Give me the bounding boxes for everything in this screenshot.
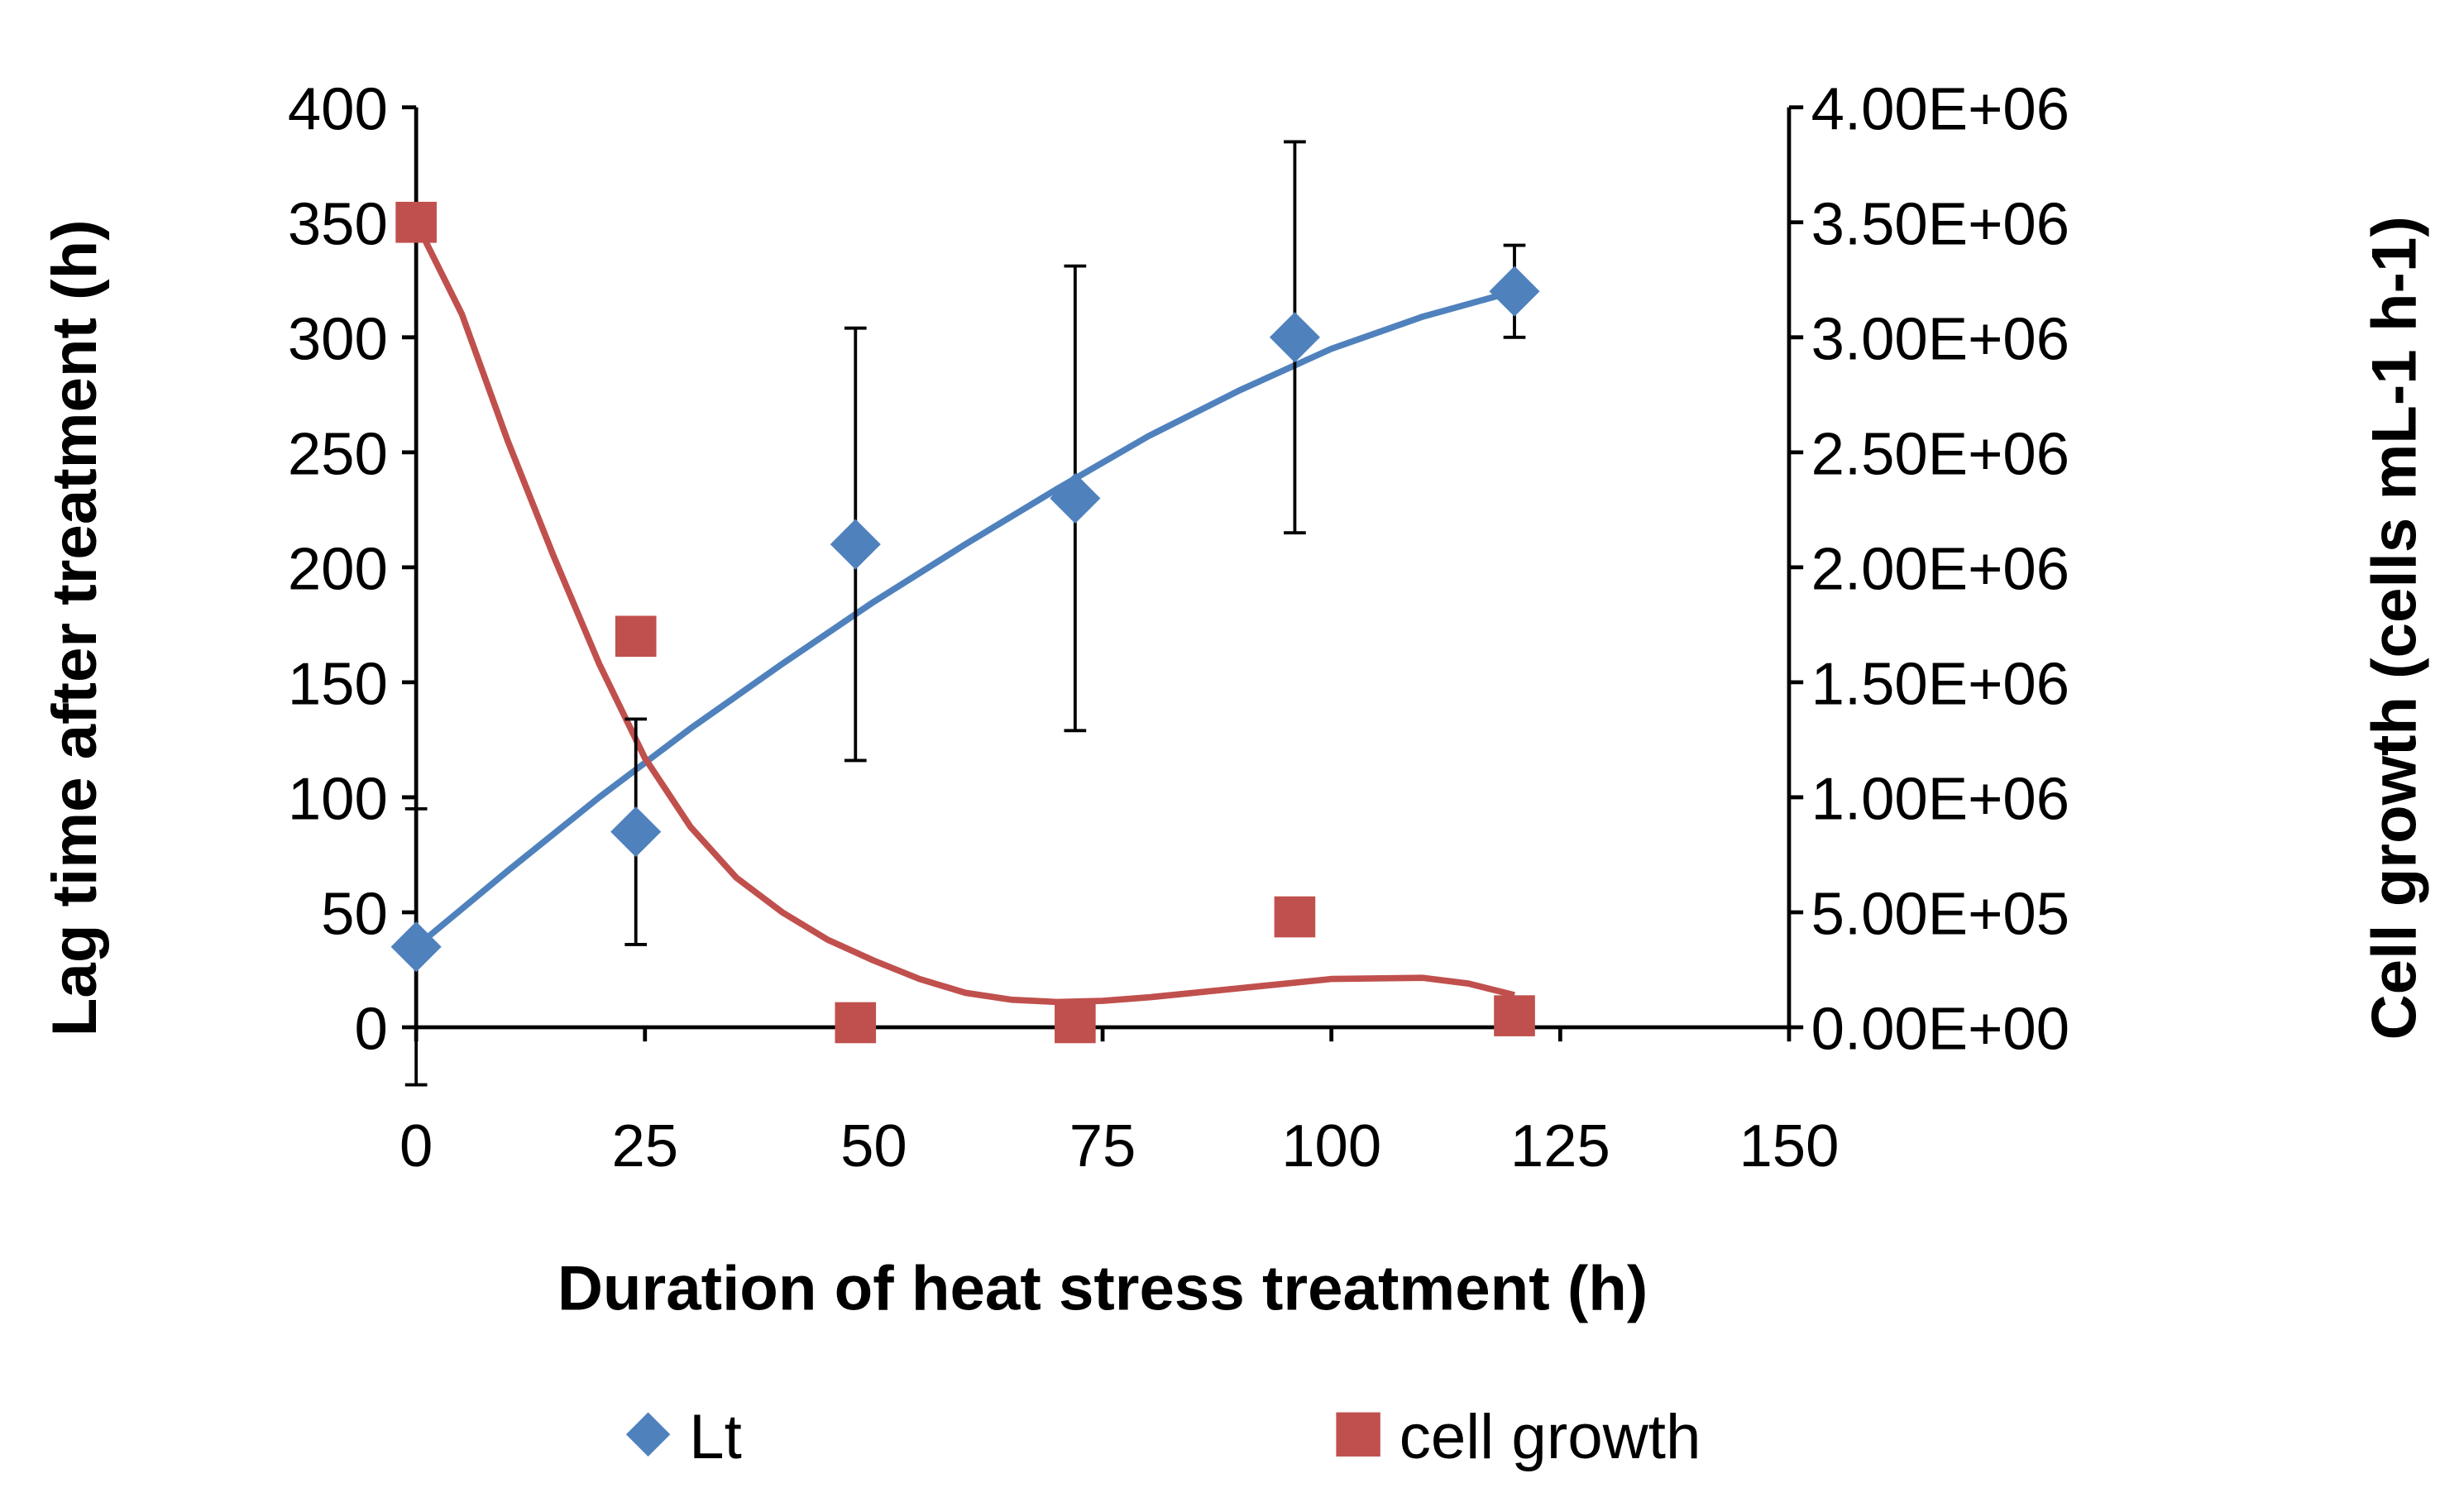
trendlines: [413, 221, 1516, 1006]
x-tick-label: 150: [1739, 1112, 1840, 1179]
x-tick-label: 0: [400, 1112, 433, 1179]
y2-tick-label: 4.00E+06: [1811, 75, 2069, 142]
y2-tick-label: 3.50E+06: [1811, 190, 2069, 257]
y-tick-label: 0: [354, 996, 387, 1063]
data-point-cell-growth: [395, 201, 437, 243]
data-point-lt: [830, 519, 881, 570]
legend-marker-lt: [625, 1412, 671, 1457]
x-tick-label: 100: [1281, 1112, 1381, 1179]
y-tick-label: 150: [288, 651, 388, 718]
y2-tick-label: 2.00E+06: [1811, 536, 2069, 603]
y-axis-title: Lag time after treatment (h): [40, 219, 110, 1036]
legend-marker-cell-growth: [1336, 1412, 1380, 1457]
y2-tick-label: 3.00E+06: [1811, 306, 2069, 373]
y-tick-label: 50: [321, 881, 388, 948]
y-tick-label: 100: [288, 766, 388, 833]
data-point-cell-growth: [835, 1002, 877, 1044]
y-tick-label: 350: [288, 190, 388, 257]
data-point-lt: [1489, 266, 1540, 317]
y2-tick-label: 2.50E+06: [1811, 421, 2069, 488]
y2-axis-title: Cell growth (cells mL-1 h-1): [2359, 216, 2429, 1040]
data-point-lt: [1050, 472, 1101, 524]
legend: Lt cell growth: [625, 1402, 1701, 1472]
error-bars: [404, 140, 1526, 1087]
data-point-lt: [610, 806, 662, 858]
y2-tick-label: 1.00E+06: [1811, 766, 2069, 833]
x-tick-label: 50: [840, 1112, 907, 1179]
y2-tick-label: 0.00E+00: [1811, 996, 2069, 1063]
axes: 0 25 50 75 100 125 150 0 50 100 150 200 250 300 350 400…: [288, 75, 2069, 1179]
y2-tick-label: 5.00E+05: [1811, 881, 2069, 948]
legend-label-lt: Lt: [689, 1402, 742, 1472]
x-axis-title: Duration of heat stress treatment (h): [557, 1254, 1648, 1324]
legend-label-cell-growth: cell growth: [1399, 1402, 1701, 1472]
y-tick-label: 200: [288, 536, 388, 603]
data-markers: [390, 201, 1540, 1044]
x-tick-label: 125: [1510, 1112, 1610, 1179]
data-point-cell-growth: [615, 615, 657, 658]
y-tick-label: 300: [288, 306, 388, 373]
x-tick-label: 25: [611, 1112, 678, 1179]
y2-tick-label: 1.50E+06: [1811, 651, 2069, 718]
y-tick-label: 250: [288, 421, 388, 488]
y-tick-label: 400: [288, 75, 388, 142]
data-point-cell-growth: [1494, 995, 1535, 1036]
trendline-cell-growth: [413, 221, 1515, 1006]
data-point-cell-growth: [1055, 1002, 1096, 1044]
trendline-Lt: [414, 288, 1516, 950]
x-tick-label: 75: [1069, 1112, 1136, 1179]
data-point-cell-growth: [1274, 896, 1316, 938]
